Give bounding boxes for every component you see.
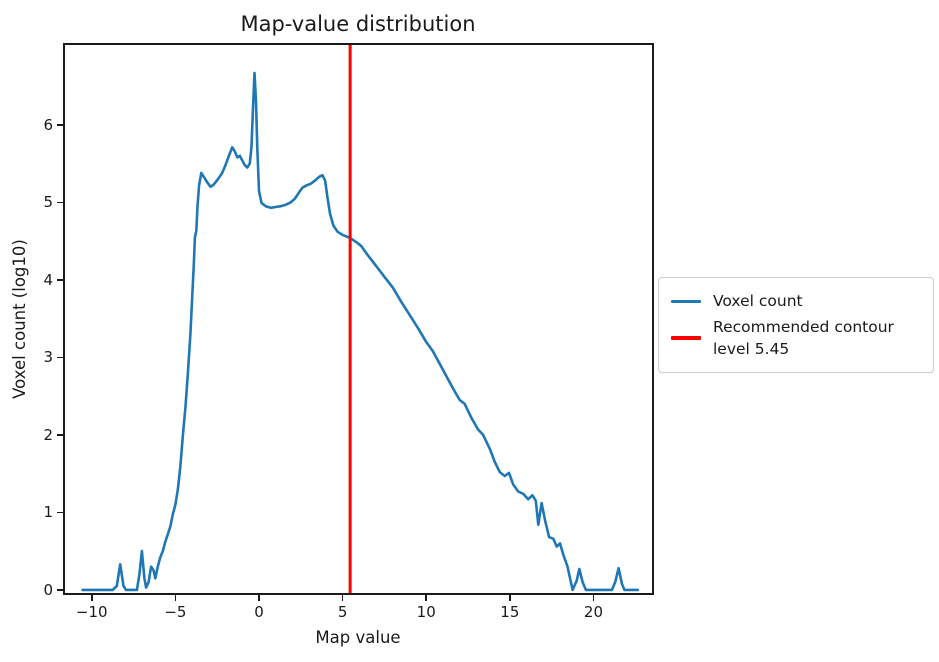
y-tick-mark — [57, 279, 63, 281]
x-tick-label: 15 — [500, 603, 520, 621]
y-tick-label: 5 — [43, 193, 53, 212]
plot-area — [63, 43, 654, 595]
legend: Voxel count Recommended contour level 5.… — [658, 277, 934, 373]
x-axis-label: Map value — [315, 628, 401, 647]
x-tick-mark — [341, 595, 344, 601]
y-tick-mark — [57, 356, 63, 359]
x-tick-label: 5 — [337, 603, 348, 621]
legend-item-voxel-count: Voxel count — [671, 290, 921, 312]
x-tick-label: 10 — [416, 603, 436, 621]
series-line-voxel-count — [81, 71, 640, 592]
x-tick-mark — [258, 595, 260, 601]
y-tick-label: 6 — [43, 115, 53, 134]
x-tick-mark — [174, 595, 177, 601]
legend-item-recommended-contour: Recommended contour level 5.45 — [671, 316, 921, 360]
y-axis-label: Voxel count (log10) — [10, 239, 29, 399]
y-tick-label: 3 — [43, 348, 53, 367]
y-tick-mark — [57, 511, 63, 514]
legend-label-recommended-contour: Recommended contour level 5.45 — [713, 318, 894, 358]
y-tick-label: 4 — [43, 270, 53, 289]
y-tick-mark — [57, 434, 63, 436]
y-tick-label: 0 — [43, 580, 53, 599]
y-tick-label: 2 — [43, 425, 53, 444]
plot-canvas — [81, 45, 640, 593]
y-tick-label: 1 — [43, 503, 53, 522]
y-tick-mark — [57, 124, 63, 126]
x-tick-label: 0 — [254, 603, 264, 621]
x-tick-mark — [91, 595, 93, 601]
y-tick-mark — [57, 589, 63, 591]
legend-label-voxel-count: Voxel count — [713, 292, 803, 310]
chart-title: Map-value distribution — [240, 12, 476, 36]
recommended-contour-line-sample — [671, 336, 701, 340]
y-tick-mark — [57, 201, 63, 204]
x-tick-label: 20 — [583, 603, 603, 621]
x-tick-mark — [425, 595, 427, 601]
x-tick-mark — [509, 595, 511, 601]
x-tick-label: −5 — [164, 603, 187, 621]
voxel-count-line-sample — [671, 299, 701, 303]
x-tick-label: −10 — [75, 603, 108, 621]
x-tick-mark — [592, 595, 595, 601]
